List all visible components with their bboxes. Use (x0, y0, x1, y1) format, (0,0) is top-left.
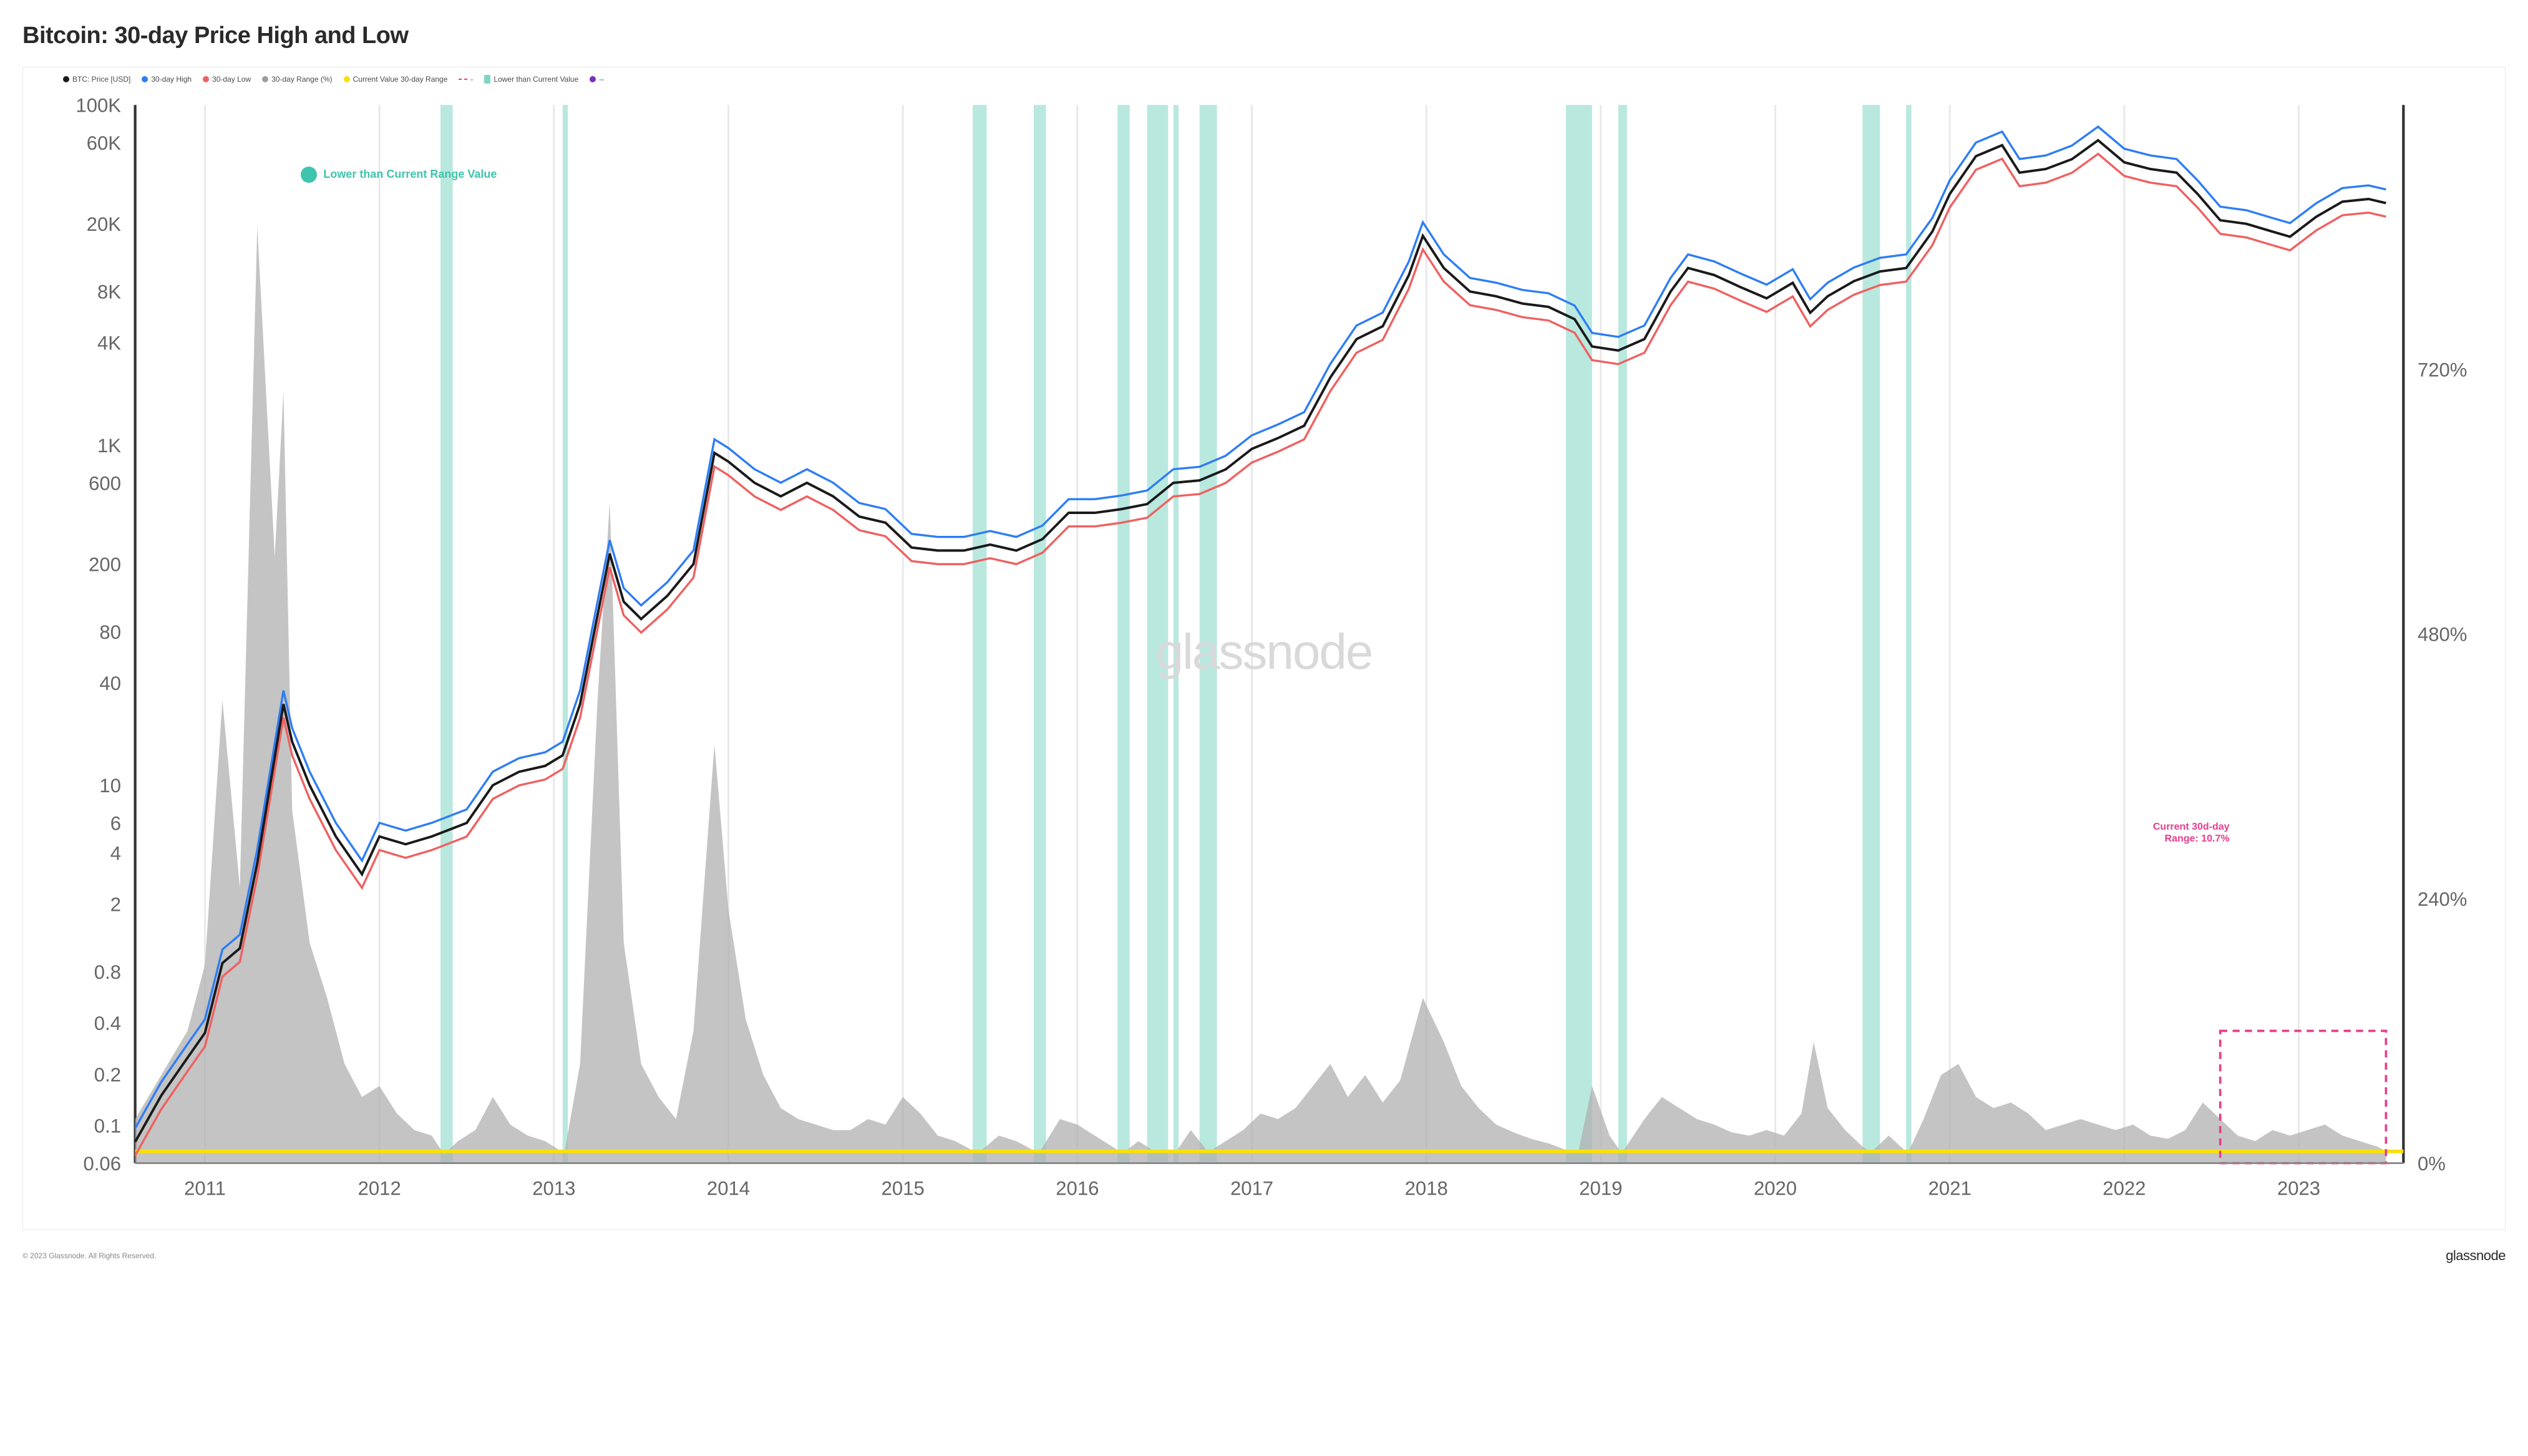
legend-label: -- (599, 75, 604, 84)
page-title: Bitcoin: 30-day Price High and Low (22, 22, 2506, 49)
svg-text:0.1: 0.1 (94, 1115, 121, 1137)
legend-swatch-icon (262, 76, 268, 82)
svg-text:2017: 2017 (1230, 1177, 1273, 1199)
svg-text:2019: 2019 (1579, 1177, 1622, 1199)
range-annotation-line2: Range: 10.7% (2153, 833, 2230, 845)
svg-text:0%: 0% (2418, 1153, 2446, 1175)
range-annotation: Current 30d-day Range: 10.7% (2153, 821, 2230, 845)
legend-swatch-icon (590, 76, 596, 82)
legend-label: - (470, 75, 473, 84)
legend-label: Lower than Current Value (493, 75, 578, 84)
legend-label: 30-day Range (%) (271, 75, 332, 84)
brand-logo: glassnode (2446, 1248, 2506, 1264)
svg-text:240%: 240% (2418, 888, 2467, 910)
svg-text:10: 10 (99, 775, 121, 797)
svg-text:40: 40 (99, 672, 121, 694)
legend-swatch-icon (63, 76, 69, 82)
legend-item: Lower than Current Value (484, 75, 578, 84)
svg-text:2012: 2012 (358, 1177, 401, 1199)
svg-text:480%: 480% (2418, 624, 2467, 646)
svg-text:4: 4 (110, 843, 121, 865)
legend-swatch-icon (459, 79, 467, 80)
svg-text:4K: 4K (97, 332, 121, 354)
footer: © 2023 Glassnode. All Rights Reserved. g… (22, 1248, 2506, 1264)
svg-text:2011: 2011 (184, 1177, 226, 1199)
legend-item: Current Value 30-day Range (344, 75, 448, 84)
svg-text:80: 80 (99, 621, 121, 643)
chart-frame: BTC: Price [USD] 30-day High 30-day Low 30-… (22, 67, 2506, 1230)
svg-text:2018: 2018 (1405, 1177, 1448, 1199)
svg-text:2021: 2021 (1928, 1177, 1971, 1199)
svg-text:2020: 2020 (1754, 1177, 1797, 1199)
legend-label: BTC: Price [USD] (72, 75, 130, 84)
svg-text:0.06: 0.06 (84, 1153, 122, 1175)
chart-body: 2011 2012 2013 2014 2015 2016 2017 2018 2019 2020… (29, 87, 2499, 1216)
callout-dot-icon (301, 167, 317, 183)
legend-item: 30-day Range (%) (262, 75, 332, 84)
svg-text:20K: 20K (87, 213, 122, 235)
svg-text:2022: 2022 (2103, 1177, 2146, 1199)
svg-text:720%: 720% (2418, 359, 2467, 381)
chart-svg: 2011 2012 2013 2014 2015 2016 2017 2018 2019 2020… (29, 87, 2499, 1216)
legend-label: 30-day High (151, 75, 192, 84)
legend-swatch-icon (484, 75, 490, 84)
legend-label: 30-day Low (212, 75, 251, 84)
svg-text:6: 6 (110, 813, 121, 835)
svg-text:8K: 8K (97, 281, 121, 303)
svg-text:0.8: 0.8 (94, 961, 121, 983)
svg-text:0.2: 0.2 (94, 1064, 121, 1085)
legend-item: -- (590, 75, 604, 84)
svg-text:2016: 2016 (1056, 1177, 1099, 1199)
callout-text: Lower than Current Range Value (323, 168, 497, 181)
legend: BTC: Price [USD] 30-day High 30-day Low 30-… (29, 75, 2499, 87)
svg-text:2015: 2015 (882, 1177, 925, 1199)
legend-item: - (459, 75, 473, 84)
legend-item: BTC: Price [USD] (63, 75, 130, 84)
legend-item: 30-day High (142, 75, 192, 84)
copyright: © 2023 Glassnode. All Rights Reserved. (22, 1251, 156, 1260)
callout-lower-than-current: Lower than Current Range Value (301, 167, 497, 183)
svg-text:2013: 2013 (532, 1177, 575, 1199)
svg-text:2: 2 (110, 894, 121, 916)
legend-swatch-icon (344, 76, 350, 82)
legend-swatch-icon (203, 76, 209, 82)
legend-swatch-icon (142, 76, 148, 82)
legend-label: Current Value 30-day Range (353, 75, 448, 84)
svg-text:60K: 60K (87, 132, 122, 154)
legend-item: 30-day Low (203, 75, 251, 84)
svg-text:2023: 2023 (2277, 1177, 2320, 1199)
svg-text:200: 200 (89, 553, 121, 575)
svg-text:100K: 100K (75, 95, 121, 117)
svg-text:2014: 2014 (707, 1177, 750, 1199)
svg-text:0.4: 0.4 (94, 1012, 121, 1034)
svg-text:1K: 1K (97, 435, 121, 457)
range-annotation-line1: Current 30d-day (2153, 821, 2230, 833)
svg-text:600: 600 (89, 472, 121, 494)
